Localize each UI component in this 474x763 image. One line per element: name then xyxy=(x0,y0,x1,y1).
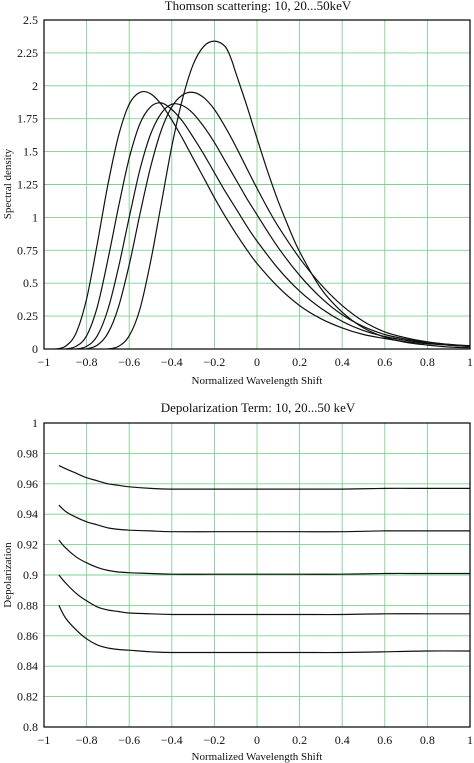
x-tick-label: 0.6 xyxy=(377,355,392,369)
x-tick-label: −1 xyxy=(38,733,51,747)
x-tick-label: −0.6 xyxy=(118,733,140,747)
x-tick-labels: −1 −0.8 −0.6 −0.4 −0.2 0 0.2 0.4 0.6 0.8 1 xyxy=(38,733,473,747)
x-tick-label: 0.8 xyxy=(420,733,435,747)
x-tick-label: 0.4 xyxy=(335,733,350,747)
y-tick-label: 0.86 xyxy=(17,629,38,643)
x-tick-label: −0.4 xyxy=(161,355,183,369)
x-tick-label: −0.8 xyxy=(76,733,98,747)
x-tick-label: 1 xyxy=(467,355,473,369)
y-tick-label: 2 xyxy=(32,79,38,93)
x-tick-label: 0 xyxy=(254,355,260,369)
y-tick-label: 0.9 xyxy=(23,568,38,582)
y-tick-label: 1 xyxy=(32,210,38,224)
x-tick-label: −0.4 xyxy=(161,733,183,747)
x-tick-labels: −1 −0.8 −0.6 −0.4 −0.2 0 0.2 0.4 0.6 0.8 1 xyxy=(38,355,473,369)
x-tick-label: 0 xyxy=(254,733,260,747)
gridlines xyxy=(43,422,471,728)
x-tick-label: 0.6 xyxy=(377,733,392,747)
x-tick-label: 0.4 xyxy=(335,355,350,369)
series-line xyxy=(58,605,471,654)
y-tick-label: 0.84 xyxy=(17,659,38,673)
y-tick-label: 1.5 xyxy=(23,145,38,159)
x-axis-label: Normalized Wavelength Shift xyxy=(192,751,323,763)
x-tick-label: −0.8 xyxy=(76,355,98,369)
data-series xyxy=(54,40,471,350)
y-tick-label: 0.82 xyxy=(17,690,38,704)
series-line xyxy=(58,504,470,533)
y-tick-label: 0.96 xyxy=(17,477,38,491)
series-line xyxy=(86,91,471,350)
y-tick-label: 0.92 xyxy=(17,538,38,552)
series-line xyxy=(54,90,471,350)
x-tick-label: −0.2 xyxy=(204,355,226,369)
y-axis-label: Depolarization xyxy=(2,542,14,608)
data-series xyxy=(58,465,471,654)
x-tick-label: −1 xyxy=(38,355,51,369)
depolarization-chart: Depolarization Term: 10, 20...50 keV −1−… xyxy=(2,400,473,763)
chart-title: Depolarization Term: 10, 20...50 keV xyxy=(161,400,356,415)
series-line xyxy=(58,465,470,490)
x-tick-label: −0.2 xyxy=(204,733,226,747)
y-tick-label: 2.5 xyxy=(23,13,38,27)
y-tick-label: 0.5 xyxy=(23,276,38,290)
y-tick-labels: 0.8 0.82 0.84 0.86 0.88 0.9 0.92 0.94 0.96 0.98 1 xyxy=(17,416,38,734)
y-tick-label: 1.25 xyxy=(17,178,38,192)
plot-frame xyxy=(43,422,471,728)
x-tick-label: −0.6 xyxy=(118,355,140,369)
series-line xyxy=(107,40,471,350)
plot-frame xyxy=(43,19,471,350)
y-tick-label: 0.88 xyxy=(17,598,38,612)
y-axis-label: Spectral density xyxy=(2,148,14,219)
x-tick-label: 1 xyxy=(467,733,473,747)
x-tick-label: 0.2 xyxy=(292,355,307,369)
spectral-density-chart: Thomson scattering: 10, 20...50keV −1 −0.… xyxy=(2,0,473,387)
y-tick-labels: 0 0.25 0.5 0.75 1 1.25 1.5 1.75 2 2.25 2.5 xyxy=(17,13,38,356)
y-tick-label: 2.25 xyxy=(17,46,38,60)
y-tick-label: 1.75 xyxy=(17,112,38,126)
y-tick-label: 0.98 xyxy=(17,446,38,460)
chart-title: Thomson scattering: 10, 20...50keV xyxy=(165,0,352,13)
series-line xyxy=(58,539,471,575)
y-tick-label: 0.8 xyxy=(23,720,38,734)
x-axis-label: Normalized Wavelength Shift xyxy=(192,375,323,387)
y-tick-label: 0.94 xyxy=(17,507,38,521)
series-line xyxy=(58,574,470,616)
series-line xyxy=(65,102,471,350)
series-line xyxy=(75,103,471,350)
y-tick-label: 0.25 xyxy=(17,309,38,323)
y-tick-label: 0.75 xyxy=(17,243,38,257)
y-tick-label: 0 xyxy=(32,342,38,356)
y-tick-label: 1 xyxy=(32,416,38,430)
x-tick-label: 0.8 xyxy=(420,355,435,369)
x-tick-label: 0.2 xyxy=(292,733,307,747)
